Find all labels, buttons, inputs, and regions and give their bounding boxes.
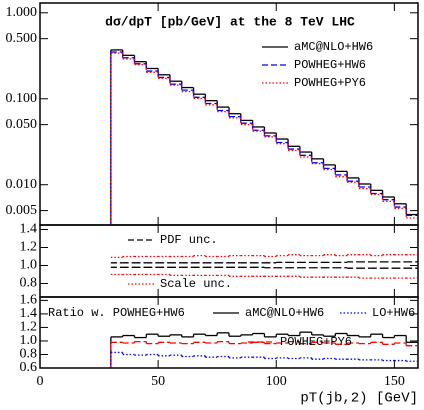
legend-label: LO+HW6	[372, 306, 415, 320]
y-tick-label: 1.2	[20, 320, 38, 335]
legend-label: aMC@NLO+HW6	[245, 306, 324, 320]
legend-label: aMC@NLO+HW6	[294, 40, 373, 54]
x-tick-label: 50	[151, 374, 165, 389]
legend-label: POWHEG+HW6	[294, 58, 366, 72]
chart-title: dσ/dpT [pb/GeV] at the 8 TeV LHC	[105, 14, 355, 29]
y-tick-label: 1.000	[6, 5, 38, 20]
legend-label: POWHEG+PY6	[294, 76, 366, 90]
y-tick-label: 0.8	[20, 276, 38, 291]
legend-label: PDF unc.	[160, 233, 218, 247]
panel-title: Ratio w. POWHEG+HW6	[48, 306, 185, 320]
x-tick-label: 150	[384, 374, 405, 389]
y-tick-label: 1.4	[20, 306, 38, 321]
legend-label: Scale unc.	[160, 277, 232, 291]
y-tick-label: 0.050	[6, 117, 38, 132]
x-tick-label: 0	[37, 374, 44, 389]
y-tick-label: 0.010	[6, 177, 38, 192]
y-tick-label: 0.100	[6, 91, 38, 106]
y-tick-label: 0.6	[20, 360, 38, 375]
y-tick-label: 0.005	[6, 203, 38, 218]
panel-frame	[39, 296, 419, 369]
legend-label: POWHEG+PY6	[280, 335, 352, 349]
x-axis-label: pT(jb,2) [GeV]	[300, 391, 418, 407]
y-tick-label: 1.6	[20, 293, 38, 308]
y-tick-label: 1.4	[20, 222, 38, 237]
y-tick-label: 1.2	[20, 240, 38, 255]
y-tick-label: 0.8	[20, 347, 38, 362]
x-tick-label: 100	[266, 374, 287, 389]
y-tick-label: 1.0	[20, 333, 38, 348]
y-tick-label: 1.0	[20, 258, 38, 273]
y-tick-label: 0.500	[6, 31, 38, 46]
